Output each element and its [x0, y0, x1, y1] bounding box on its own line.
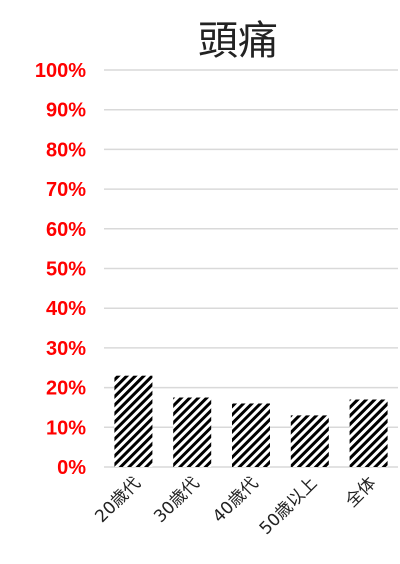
bar-3 [232, 403, 270, 467]
y-tick-label: 40% [46, 298, 86, 320]
y-tick-label: 0% [57, 457, 86, 479]
y-tick-label: 80% [46, 139, 86, 161]
y-axis-tick-labels: 0% 10% 20% 30% 40% 50% 60% 70% 80% 90% 100% [35, 60, 86, 479]
bars [114, 375, 388, 467]
y-tick-label: 70% [46, 179, 86, 201]
chart-title: 頭痛 [198, 18, 278, 64]
y-tick-label: 100% [35, 60, 86, 82]
bar-4 [290, 415, 329, 467]
x-tick-label: 30歳代 [150, 473, 203, 526]
bar-1 [114, 375, 153, 467]
x-tick-label: 全体 [342, 473, 380, 511]
y-tick-label: 10% [46, 417, 86, 439]
y-tick-label: 20% [46, 378, 86, 400]
y-tick-label: 50% [46, 259, 86, 281]
y-tick-label: 90% [46, 100, 86, 122]
y-tick-label: 30% [46, 338, 86, 360]
bar-2 [173, 397, 212, 467]
x-tick-label: 50歳以上 [256, 473, 322, 539]
x-tick-label: 40歳代 [209, 473, 262, 526]
y-tick-label: 60% [46, 219, 86, 241]
x-tick-label: 20歳代 [91, 473, 144, 526]
bar-5 [349, 399, 388, 467]
gridlines [104, 69, 398, 468]
